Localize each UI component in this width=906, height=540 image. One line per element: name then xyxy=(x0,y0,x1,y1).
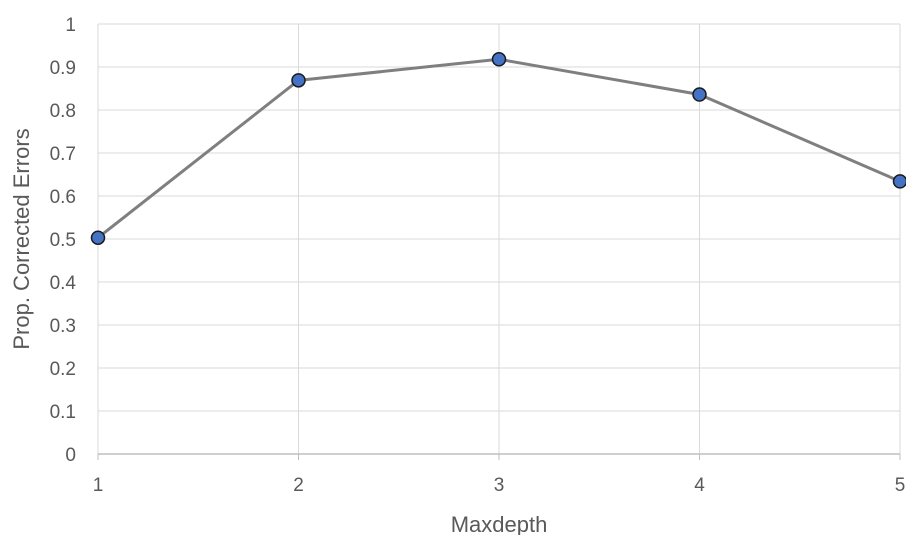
y-tick-label: 0 xyxy=(65,445,76,466)
y-axis-title: Prop. Corrected Errors xyxy=(9,128,34,349)
y-tick-label: 0.7 xyxy=(50,144,76,165)
y-tick-label: 1 xyxy=(65,15,76,36)
x-tick-label: 2 xyxy=(293,475,304,496)
y-tick-label: 0.6 xyxy=(50,187,76,208)
y-tick-label: 0.2 xyxy=(50,359,76,380)
data-point xyxy=(693,88,706,101)
x-tick-label: 1 xyxy=(93,475,104,496)
y-tick-label: 0.9 xyxy=(50,58,76,79)
y-tick-label: 0.4 xyxy=(50,273,77,294)
x-tick-label: 4 xyxy=(694,475,705,496)
x-axis-title: Maxdepth xyxy=(451,512,548,535)
y-tick-label: 0.3 xyxy=(50,316,76,337)
y-tick-label: 0.5 xyxy=(50,230,76,251)
y-tick-label: 0.8 xyxy=(50,101,76,122)
label-layer: Maxdepth Prop. Corrected Errors 0 0.1 0.2 0… xyxy=(9,15,905,535)
data-point xyxy=(493,53,506,66)
y-tick-label: 0.1 xyxy=(50,402,76,423)
data-point xyxy=(292,74,305,87)
data-point xyxy=(894,175,906,188)
axis-layer xyxy=(98,454,900,460)
x-tick-label: 5 xyxy=(895,475,906,496)
grid-layer xyxy=(98,24,900,454)
x-tick-label: 3 xyxy=(494,475,505,496)
data-point xyxy=(92,231,105,244)
